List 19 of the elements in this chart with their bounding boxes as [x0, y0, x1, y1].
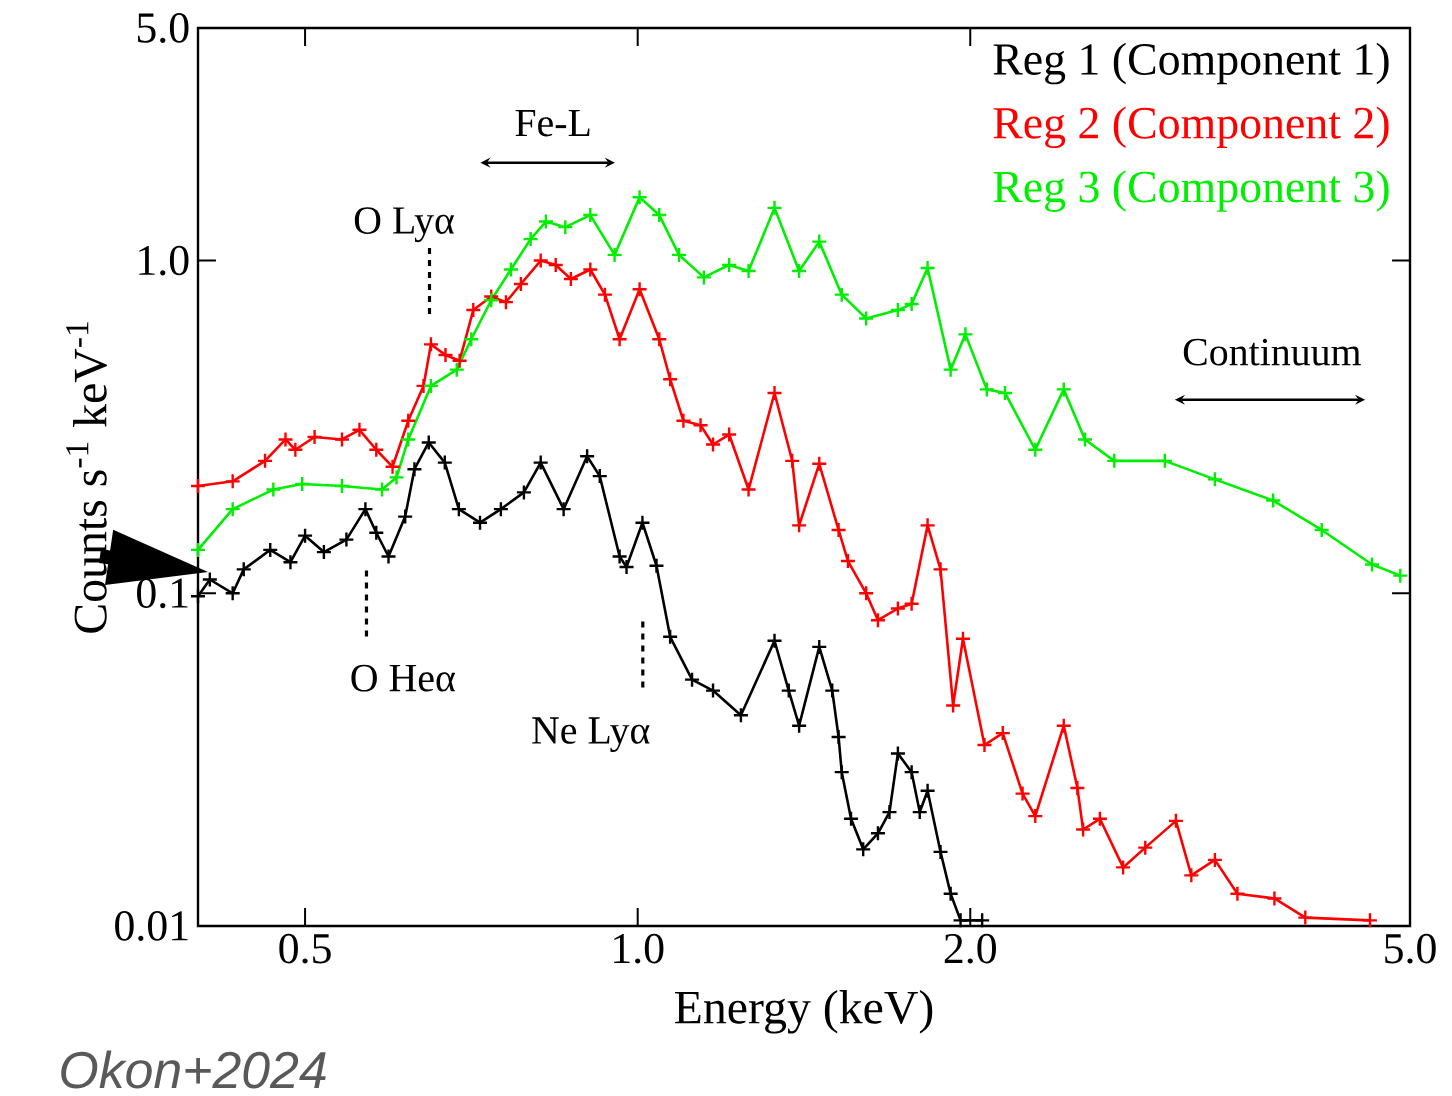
y-tick-label: 0.1 — [137, 578, 188, 609]
annotation: Continuum — [1183, 338, 1361, 366]
x-tick-label: 1.0 — [614, 933, 664, 964]
annotation: Ne Lyα — [532, 717, 650, 753]
text: Okon+2024 — [61, 1050, 326, 1089]
annotation: O Heα — [351, 664, 455, 692]
x-tick-label: 0.5 — [279, 933, 331, 964]
annotation: O Lyα — [354, 207, 454, 243]
x-axis-title: Energy (keV) — [675, 990, 933, 1034]
y-tick-label: 0.01 — [115, 911, 188, 941]
y-tick-label: 5.0 — [137, 13, 189, 43]
text: Reg 2 (Component 2) — [993, 106, 1389, 149]
x-tick-label: 2.0 — [944, 933, 996, 964]
annotation: Fe-L — [515, 109, 590, 137]
x-tick-label: 5.0 — [1385, 933, 1436, 964]
y-axis-title: Counts s$^{-1}$ keV$^{-1}$ — [66, 322, 107, 633]
legend-label: Reg 1 (Component 1) — [993, 42, 1389, 85]
y-tick-label: 1.0 — [139, 245, 189, 276]
series-label: Reg 3 (Component 3) — [993, 170, 1389, 212]
